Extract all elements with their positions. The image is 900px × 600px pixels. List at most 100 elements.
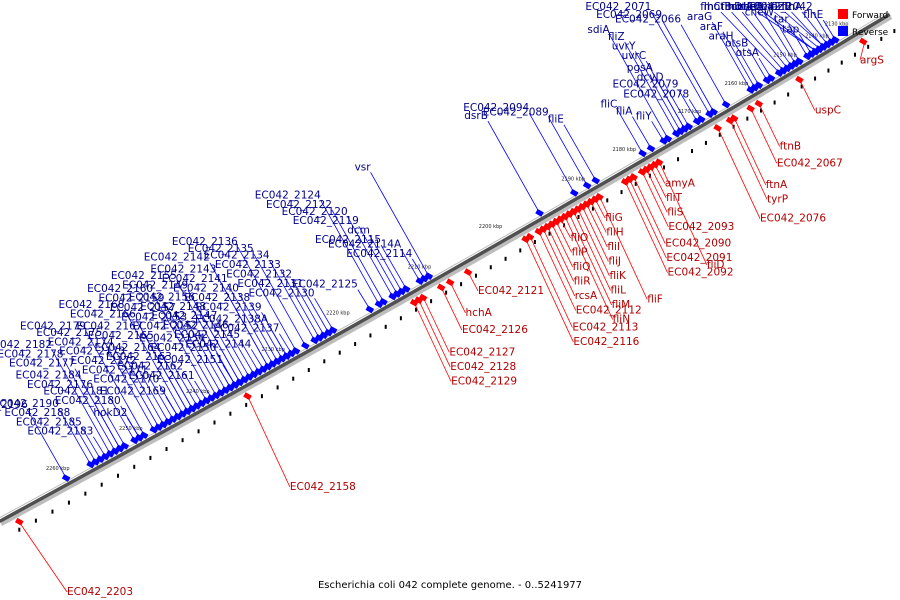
reverse-gene-label[interactable]: EC042_2166: [70, 308, 136, 320]
forward-gene-label[interactable]: ftnB: [780, 140, 802, 152]
forward-gene-label[interactable]: ftnA: [766, 179, 788, 191]
reverse-gene-label[interactable]: EC042_2144: [185, 338, 251, 350]
forward-gene-label[interactable]: fliL: [611, 284, 627, 296]
reverse-gene-label[interactable]: EC042_2066: [615, 14, 681, 26]
forward-gene-label[interactable]: argS: [860, 54, 884, 66]
reverse-gene-label[interactable]: EC042_2094: [463, 102, 529, 114]
reverse-gene-label[interactable]: EC042_2167: [76, 320, 142, 332]
reverse-gene-label[interactable]: EC042_2145: [174, 329, 240, 341]
reverse-gene-label[interactable]: cheR: [731, 1, 757, 13]
reverse-gene-label[interactable]: EC042_2162: [117, 361, 183, 373]
reverse-gene-label[interactable]: hokD2: [93, 407, 127, 419]
reverse-gene-label[interactable]: EC042_2168: [58, 299, 124, 311]
reverse-gene-label[interactable]: EC042_2183: [27, 426, 93, 438]
forward-gene-label[interactable]: fliS: [667, 206, 684, 218]
forward-gene-label[interactable]: EC042_2121: [478, 285, 544, 297]
forward-gene-label[interactable]: fliD: [707, 259, 725, 271]
forward-gene-label[interactable]: fliH: [606, 226, 623, 238]
reverse-gene-label[interactable]: EC042_2089: [483, 107, 549, 119]
reverse-gene-label[interactable]: EC042_2134: [204, 250, 270, 262]
forward-gene-label[interactable]: EC042_2126: [462, 324, 528, 336]
forward-gene-label[interactable]: fliM: [612, 299, 631, 311]
forward-gene-label[interactable]: EC042_2067: [777, 157, 843, 169]
reverse-gene-label[interactable]: EC042_2149: [122, 279, 188, 291]
reverse-gene-label[interactable]: EC042_2135: [188, 243, 254, 255]
forward-gene-label[interactable]: EC042_2116: [573, 336, 639, 348]
forward-gene-label[interactable]: EC042_2127: [449, 346, 515, 358]
reverse-gene-label[interactable]: EC042_2141: [162, 273, 228, 285]
forward-gene-label[interactable]: fliT: [666, 192, 683, 204]
reverse-gene-label[interactable]: EC042_2139: [196, 301, 262, 313]
reverse-gene-label[interactable]: EC042_2188: [4, 407, 70, 419]
reverse-gene-label[interactable]: cheW: [745, 6, 775, 18]
reverse-gene-label[interactable]: flhB: [771, 1, 791, 13]
forward-gene-label[interactable]: EC042_2091: [666, 252, 732, 264]
reverse-gene-label[interactable]: flhD: [721, 1, 742, 13]
reverse-gene-label[interactable]: EC042_2137: [213, 323, 279, 335]
reverse-gene-label[interactable]: EC042_2156: [129, 291, 195, 303]
reverse-gene-label[interactable]: EC042_2114: [346, 248, 412, 260]
reverse-gene-label[interactable]: dcyD: [637, 72, 664, 84]
reverse-gene-label[interactable]: EC042_2190: [0, 398, 59, 410]
reverse-gene-label[interactable]: EC042_2079: [612, 79, 678, 91]
forward-gene-label[interactable]: EC042_2092: [668, 267, 734, 279]
reverse-gene-label[interactable]: EC042_2170: [93, 374, 159, 386]
reverse-gene-label[interactable]: EC042_2133: [215, 259, 281, 271]
reverse-gene-label[interactable]: EC042_2164: [94, 342, 160, 354]
reverse-gene-label[interactable]: EC042_2115: [315, 234, 381, 246]
reverse-gene-label[interactable]: EC042_2130: [249, 287, 315, 299]
reverse-gene-label[interactable]: EC042_2147: [151, 310, 217, 322]
reverse-gene-label[interactable]: EC042_2152: [133, 321, 199, 333]
reverse-gene-label[interactable]: EC042_2150: [150, 342, 216, 354]
forward-gene-label[interactable]: fliG: [605, 212, 623, 224]
reverse-gene-label[interactable]: EC042_2125: [292, 279, 358, 291]
forward-gene-label[interactable]: fliO: [571, 232, 589, 244]
reverse-gene-label[interactable]: EC042_2124: [255, 189, 321, 201]
reverse-gene-label[interactable]: dcm: [347, 225, 370, 237]
reverse-gene-label[interactable]: fliZ: [608, 31, 625, 43]
forward-gene-label[interactable]: fliQ: [573, 261, 591, 273]
forward-gene-label[interactable]: fliP: [572, 246, 588, 258]
forward-gene-label[interactable]: EC042_2076: [760, 213, 826, 225]
reverse-gene-label[interactable]: vsr: [355, 161, 372, 173]
reverse-gene-label[interactable]: EC042_2120: [282, 206, 348, 218]
reverse-gene-label[interactable]: EC042_2140: [173, 282, 239, 294]
reverse-gene-label[interactable]: EC042_2178: [0, 348, 63, 360]
forward-gene-label[interactable]: rcsA: [575, 290, 598, 302]
reverse-gene-label[interactable]: cheY: [749, 1, 775, 13]
reverse-gene-label[interactable]: EC042_2151: [157, 354, 223, 366]
reverse-gene-label[interactable]: flhE: [803, 9, 823, 21]
reverse-gene-label[interactable]: EC042_2069: [596, 9, 662, 21]
reverse-gene-label[interactable]: EC042_2154: [139, 333, 205, 345]
reverse-gene-label[interactable]: cheA: [737, 1, 764, 13]
reverse-gene-label[interactable]: EC042_2143: [150, 264, 216, 276]
reverse-gene-label[interactable]: otsA: [736, 47, 760, 59]
reverse-gene-label[interactable]: tar: [774, 14, 790, 26]
reverse-gene-label[interactable]: EC042_2159: [98, 293, 164, 305]
forward-gene-label[interactable]: tyrP: [767, 193, 788, 205]
reverse-gene-label[interactable]: EC042_2181: [43, 386, 109, 398]
reverse-gene-label[interactable]: EC042_2153: [121, 311, 187, 323]
reverse-gene-label[interactable]: EC042_2136: [172, 236, 238, 248]
reverse-gene-label[interactable]: araG: [687, 11, 712, 23]
reverse-gene-label[interactable]: fliE: [548, 114, 564, 126]
reverse-gene-label[interactable]: EC042_2182: [0, 339, 52, 351]
forward-gene-label[interactable]: fliN: [613, 313, 630, 325]
reverse-gene-label[interactable]: EC042_2071: [585, 1, 651, 13]
reverse-gene-label[interactable]: EC042_2160: [87, 283, 153, 295]
forward-gene-label[interactable]: EC042_2128: [450, 361, 516, 373]
reverse-gene-label[interactable]: EC042_2131: [237, 278, 303, 290]
reverse-gene-label[interactable]: fliC: [600, 99, 617, 111]
reverse-gene-label[interactable]: flhA: [782, 1, 803, 13]
reverse-gene-label[interactable]: tap: [782, 23, 800, 35]
reverse-gene-label[interactable]: araF: [700, 21, 723, 33]
reverse-gene-label[interactable]: EC042_2161: [129, 370, 195, 382]
reverse-gene-label[interactable]: EC042_2171: [82, 364, 148, 376]
forward-gene-label[interactable]: uspC: [815, 104, 841, 116]
reverse-gene-label[interactable]: otsB: [725, 38, 748, 50]
forward-gene-label[interactable]: hchA: [466, 307, 493, 319]
reverse-gene-label[interactable]: EC042_2155: [111, 270, 177, 282]
reverse-gene-label[interactable]: EC042_2172: [70, 355, 136, 367]
reverse-gene-label[interactable]: uvrY: [612, 40, 636, 52]
